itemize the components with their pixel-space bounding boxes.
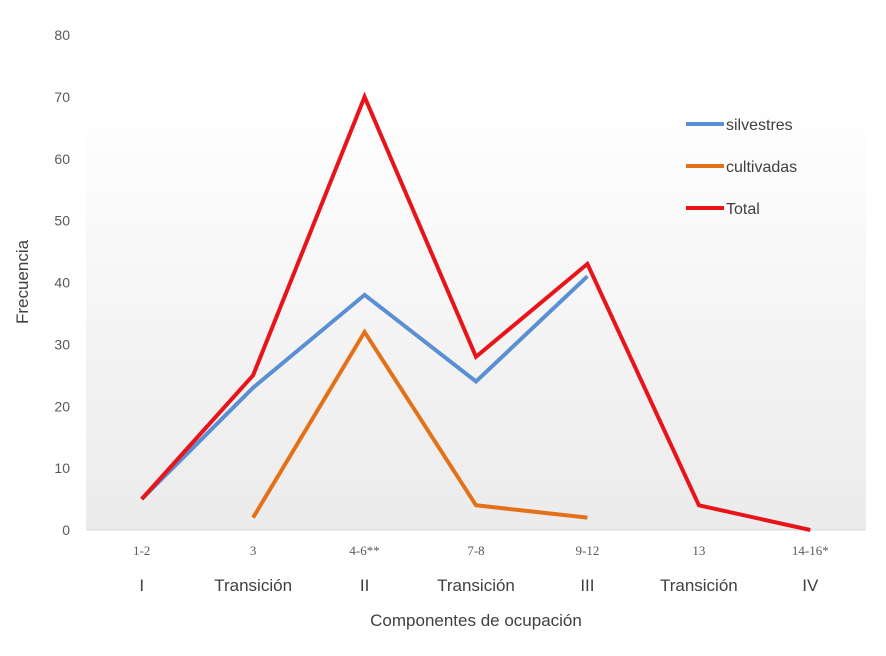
y-axis-ticks: 0 10 20 30 40 50 60 70 80 bbox=[54, 27, 70, 538]
legend-label: cultivadas bbox=[726, 159, 797, 176]
x-tick-label: 4-6** bbox=[349, 543, 379, 558]
x-group-label: Transición bbox=[437, 576, 515, 595]
legend-label: silvestres bbox=[726, 117, 793, 134]
series-line-cultivadas bbox=[251, 328, 588, 520]
x-axis-ticks: 1-2 I 3 Transición 4-6** II 7-8 Transición 9-12 I… bbox=[133, 543, 829, 595]
x-tick-label: 14-16* bbox=[792, 543, 829, 558]
x-group-label: IV bbox=[802, 576, 819, 595]
y-tick-label: 50 bbox=[54, 213, 70, 229]
y-tick-label: 70 bbox=[54, 89, 70, 105]
legend-label: Total bbox=[726, 201, 760, 218]
x-tick-label: 3 bbox=[250, 543, 257, 558]
y-tick-label: 0 bbox=[62, 522, 70, 538]
x-group-label: II bbox=[360, 576, 369, 595]
x-tick-label: 13 bbox=[692, 543, 705, 558]
x-group-label: Transición bbox=[214, 576, 292, 595]
legend: silvestres cultivadas Total bbox=[686, 117, 797, 218]
y-tick-label: 40 bbox=[54, 275, 70, 291]
y-axis-title: Frecuencia bbox=[13, 239, 32, 324]
x-tick-label: 1-2 bbox=[133, 543, 150, 558]
y-tick-label: 20 bbox=[54, 398, 70, 414]
y-tick-label: 80 bbox=[54, 27, 70, 43]
x-tick-label: 7-8 bbox=[467, 543, 484, 558]
x-group-label: I bbox=[139, 576, 144, 595]
x-axis-title: Componentes de ocupación bbox=[370, 611, 582, 630]
y-tick-label: 30 bbox=[54, 336, 70, 352]
y-tick-label: 60 bbox=[54, 151, 70, 167]
y-tick-label: 10 bbox=[54, 460, 70, 476]
series-line-silvestres bbox=[140, 274, 589, 501]
x-group-label: Transición bbox=[660, 576, 738, 595]
x-group-label: III bbox=[580, 576, 594, 595]
series-lines bbox=[140, 91, 811, 532]
x-tick-label: 9-12 bbox=[576, 543, 600, 558]
series-line-Total bbox=[140, 91, 811, 532]
plot-area bbox=[86, 97, 866, 530]
